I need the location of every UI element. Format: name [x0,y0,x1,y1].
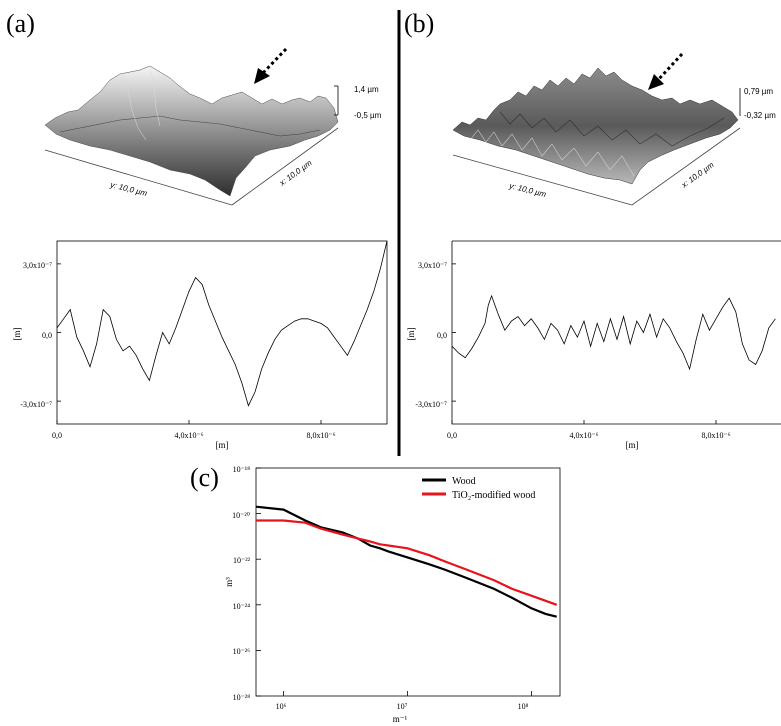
chart-a-ytick-2: -3,0x10⁻⁷ [20,400,52,409]
surface-a-x-label: x: 10,0 µm [277,158,314,188]
chart-a-ytick-1: 0,0 [42,331,52,340]
legend-label-wood: Wood [452,476,476,487]
chart-c-series-wood [255,505,557,618]
chart-c-ytick-1: 10⁻²⁰ [232,511,250,520]
chart-c-ytick-5: 10⁻²⁸ [233,693,251,702]
chart-c-frame [255,467,561,697]
chart-b-ticks [451,263,717,424]
surface-a-scale-max: 1,4 µm [354,85,379,94]
chart-b-series-line [451,294,776,371]
chart-psd-c: 10⁻¹⁸ 10⁻²⁰ 10⁻²² 10⁻²⁴ 10⁻²⁶ 10⁻²⁸ 10⁶ … [224,465,561,724]
chart-c-series-tio2 [256,519,558,606]
chart-a-xtick-2: 8,0x10⁻⁶ [306,431,335,440]
chart-c-ytick-2: 10⁻²² [233,556,251,565]
chart-c-xtick-1: 10⁷ [397,702,408,711]
arrow-b-icon [656,52,684,82]
surface-a-y-label: y: 10,0 µm [109,180,149,198]
surface-a-scale-min: -0,5 µm [354,111,382,120]
surface-a: 1,4 µm -0,5 µm y: 10,0 µm x: 10,0 µm [44,47,382,206]
panel-letter-c: (c) [190,463,219,492]
chart-profile-b: 3,0x10⁻⁷ 0,0 -3,0x10⁻⁷ 0,0 4,0x10⁻⁶ 8,0x… [406,240,781,450]
chart-b-xtick-0: 0,0 [447,431,457,440]
panel-letter-a: (a) [6,9,35,38]
chart-b-ytick-2: -3,0x10⁻⁷ [415,400,447,409]
chart-a-ytick-0: 3,0x10⁻⁷ [23,261,52,270]
surface-b: 0,79 µm -0,32 µm y: 10,0 µm x: 10,0 µm [452,52,776,206]
chart-profile-a: 3,0x10⁻⁷ 0,0 -3,0x10⁻⁷ 0,0 4,0x10⁻⁶ 8,0x… [12,240,388,450]
surface-b-y-label: y: 10,0 µm [508,181,548,199]
chart-a-xlabel: [m] [216,440,229,450]
legend-label-tio2: TiO₂-modified wood [452,490,535,501]
surface-b-scale-max: 0,79 µm [744,87,773,96]
chart-b-ylabel: [m] [406,328,416,341]
arrow-a-icon [260,47,288,76]
chart-a-ticks [56,263,322,424]
chart-c-ytick-3: 10⁻²⁴ [233,602,251,611]
arrow-a-head-icon [254,68,270,84]
chart-a-ylabel: [m] [12,328,22,341]
chart-b-ytick-1: 0,0 [437,331,447,340]
chart-c-ticks [256,467,532,697]
chart-a-xtick-0: 0,0 [52,431,62,440]
chart-b-ytick-0: 3,0x10⁻⁷ [418,261,447,270]
surface-b-scale-min: -0,32 µm [744,111,776,120]
chart-c-xtick-2: 10⁸ [518,702,529,711]
surface-b-x-label: x: 10,0 µm [679,160,716,190]
arrow-b-head-icon [648,74,664,90]
chart-b-xlabel: [m] [626,440,639,450]
chart-b-frame [451,240,781,425]
chart-a-series-line [56,240,388,407]
chart-c-ylabel: m³ [224,577,234,587]
chart-a-xtick-1: 4,0x10⁻⁶ [174,431,203,440]
chart-c-ytick-4: 10⁻²⁶ [233,647,251,656]
surface-a-render [44,65,339,197]
chart-b-xtick-2: 8,0x10⁻⁶ [701,431,730,440]
surface-b-render [452,67,739,185]
chart-c-ytick-0: 10⁻¹⁸ [233,465,251,474]
chart-a-frame [56,240,388,425]
chart-b-xtick-1: 4,0x10⁻⁶ [569,431,598,440]
chart-c-xlabel: m⁻¹ [393,714,408,724]
panel-letter-b: (b) [404,9,434,38]
chart-c-xtick-0: 10⁶ [276,702,287,711]
